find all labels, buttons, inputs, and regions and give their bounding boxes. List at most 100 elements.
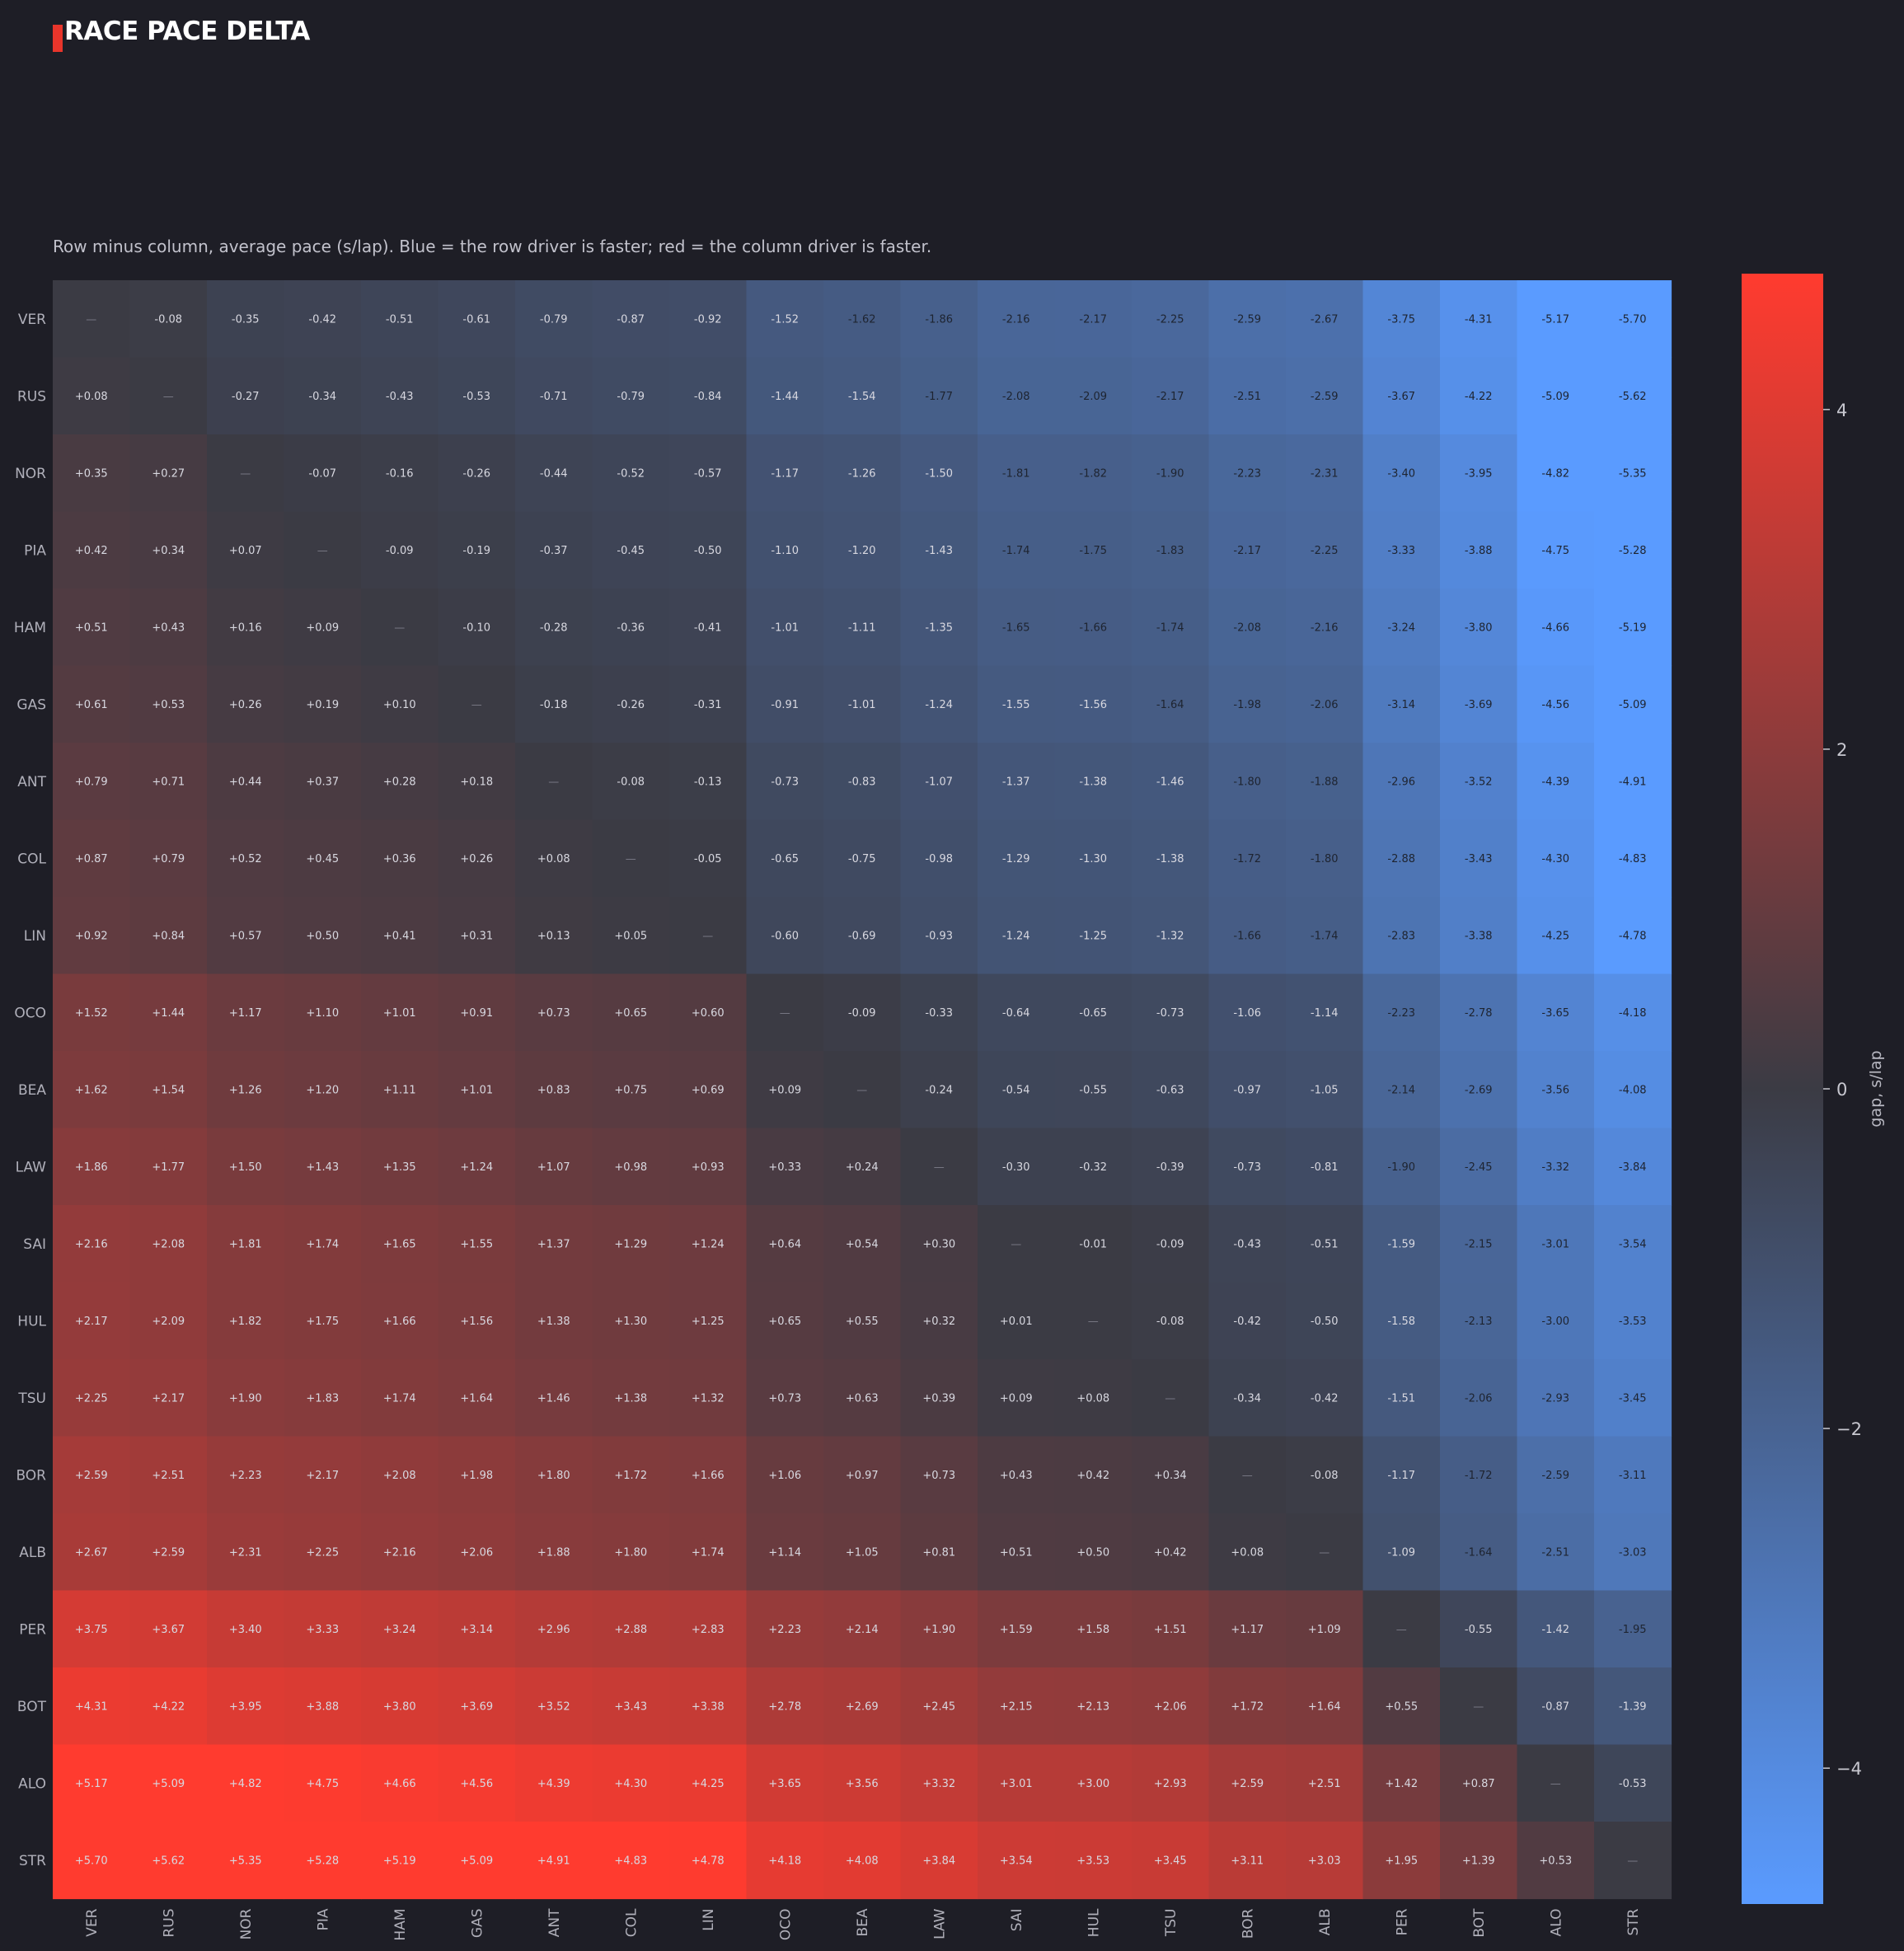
cell-value-label: -1.64 [1465,1546,1493,1559]
cell-value-label: -0.42 [1311,1392,1339,1405]
cell-value-label: +5.17 [75,1778,108,1790]
cell-value-label: +3.40 [229,1624,262,1636]
cell-value-label: -1.56 [1079,699,1107,711]
cell-value-label: +4.39 [537,1778,570,1790]
column-label: SAI [1009,1909,1025,1932]
cell-value-label: -1.75 [1079,545,1107,557]
cell-value-label: -1.35 [925,621,953,634]
cell-value-label: +0.65 [614,1007,647,1020]
cell-value-label: +1.74 [306,1238,339,1250]
cell-value-label: +1.01 [383,1007,416,1020]
cell-value-label: +5.09 [152,1778,185,1790]
cell-value-label: +0.36 [383,853,416,865]
cell-value-label: -2.15 [1465,1238,1493,1250]
cell-value-label: +4.18 [768,1855,801,1867]
cell-value-label: -0.84 [694,391,722,403]
cell-value-label: +3.14 [460,1624,493,1636]
cell-value-label: -0.13 [694,776,722,788]
cell-value-label: -0.42 [308,313,336,326]
cell-value-label: +0.18 [460,776,493,788]
cell-value-label: -1.24 [1002,930,1030,942]
cell-value-label: +1.72 [1231,1700,1264,1713]
cell-value-label: -1.29 [1002,853,1030,865]
cell-value-label: +1.29 [614,1238,647,1250]
cell-value-label: +3.52 [537,1700,570,1713]
cell-value-label: -0.50 [694,545,722,557]
cell-value-label: +0.98 [614,1161,647,1174]
cell-value-label: -3.11 [1619,1470,1647,1482]
cell-value-label: +0.08 [75,391,108,403]
cell-value-label: +1.80 [537,1470,570,1482]
cell-value-label: -1.81 [1002,467,1030,480]
cell-value-label: -0.64 [1002,1007,1030,1020]
cell-value-label: +0.42 [75,545,108,557]
cell-value-label: +1.11 [383,1084,416,1096]
cell-value-label: -3.80 [1465,621,1493,634]
cell-value-label: +1.62 [75,1084,108,1096]
cell-value-label: +0.79 [152,853,185,865]
column-label: NOR [238,1908,255,1939]
row-label: NOR [15,466,46,482]
cell-value-label: -2.59 [1311,391,1339,403]
heatmap-cells: — -0.08 -0.35 -0.42 -0.51 -0.61 -0.79 -0.87 -0.9… [53,280,1672,1899]
cell-value-label: +2.59 [75,1470,108,1482]
cell-value-label: +0.69 [692,1084,725,1096]
column-label: GAS [469,1909,485,1939]
cell-value-label: -2.08 [1233,621,1261,634]
cell-value-label: +0.07 [229,545,262,557]
cell-value-label: -1.30 [1079,853,1107,865]
cell-value-label: +2.96 [537,1624,570,1636]
cell-value-label: -1.59 [1387,1238,1415,1250]
cell-value-label: +2.45 [922,1700,955,1713]
cell-value-label: -1.90 [1387,1161,1415,1174]
row-label: GAS [16,696,46,713]
cell-value-label: +0.60 [692,1007,725,1020]
cell-value-label: -0.63 [1156,1084,1184,1096]
cell-value-label: — [1165,1392,1175,1405]
cell-value-label: -0.26 [617,699,645,711]
cell-value-label: +1.10 [306,1007,339,1020]
colorbar-title: gap, s/lap [1867,1050,1885,1127]
cell-value-label: -1.17 [1387,1470,1415,1482]
cell-value-label: +0.63 [846,1392,879,1405]
cell-value-label: -0.05 [694,853,722,865]
cell-value-label: — [317,545,328,557]
cell-value-label: +0.31 [460,930,493,942]
cell-value-label: — [1242,1470,1253,1482]
cell-value-label: +0.27 [152,467,185,480]
cell-value-label: — [163,391,174,403]
cell-value-label: +5.28 [306,1855,339,1867]
cell-value-label: +0.50 [306,930,339,942]
cell-value-label: -1.37 [1002,776,1030,788]
cell-value-label: -1.88 [1311,776,1339,788]
cell-value-label: -0.37 [540,545,568,557]
cell-value-label: +0.73 [768,1392,801,1405]
cell-value-label: +2.59 [152,1546,185,1559]
cell-value-label: -1.44 [771,391,799,403]
cell-value-label: +1.51 [1154,1624,1187,1636]
cell-value-label: -4.25 [1541,930,1569,942]
cell-value-label: +4.75 [306,1778,339,1790]
cell-value-label: -1.32 [1156,930,1184,942]
cell-value-label: -1.50 [925,467,953,480]
cell-value-label: -0.50 [1311,1316,1339,1328]
cell-value-label: +1.55 [460,1238,493,1250]
cell-value-label: +0.33 [768,1161,801,1174]
cell-value-label: -3.43 [1465,853,1493,865]
cell-value-label: -1.43 [925,545,953,557]
cell-value-label: -0.09 [1156,1238,1184,1250]
cell-value-label: +1.74 [692,1546,725,1559]
cell-value-label: +3.45 [1154,1855,1187,1867]
cell-value-label: +1.24 [460,1161,493,1174]
cell-value-label: -0.26 [462,467,490,480]
cell-value-label: — [780,1007,790,1020]
cell-value-label: -0.92 [694,313,722,326]
cell-value-label: -3.52 [1465,776,1493,788]
cell-value-label: +0.81 [922,1546,955,1559]
cell-value-label: -2.17 [1156,391,1184,403]
cell-value-label: -0.98 [925,853,953,865]
cell-value-label: -0.57 [694,467,722,480]
colorbar-tick-label: 2 [1836,740,1847,760]
cell-value-label: +0.73 [537,1007,570,1020]
cell-value-label: +0.08 [537,853,570,865]
